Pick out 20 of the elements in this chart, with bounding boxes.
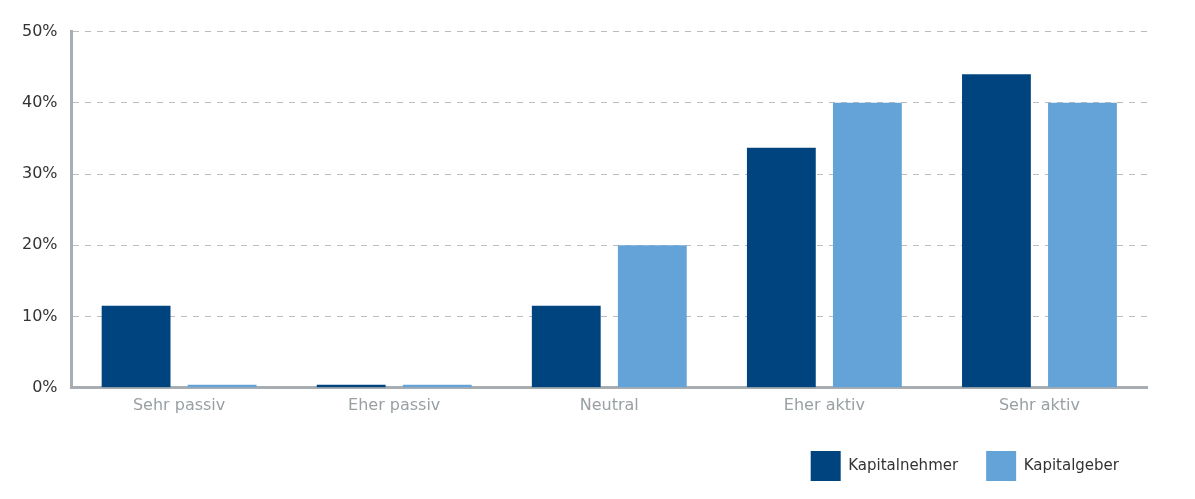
x-tick-label: Eher aktiv — [783, 394, 865, 414]
bar — [832, 102, 902, 388]
x-tick-label: Sehr aktiv — [998, 394, 1080, 414]
bar — [531, 305, 601, 388]
legend-label: Kapitalnehmer — [848, 455, 959, 474]
y-tick-label: 0% — [32, 376, 58, 396]
bar — [746, 147, 816, 388]
y-tick-label: 40% — [22, 92, 58, 111]
bar — [101, 305, 171, 388]
y-tick-label: 30% — [22, 163, 58, 183]
bar — [617, 245, 687, 388]
x-tick-label: Neutral — [579, 394, 639, 414]
bar — [1048, 102, 1117, 388]
y-tick-label: 10% — [22, 305, 58, 325]
x-tick-label: Eher passiv — [348, 394, 441, 414]
legend-label: Kapitalgeber — [1023, 455, 1120, 474]
y-tick-label: 50% — [22, 20, 58, 40]
x-tick-label: Sehr passiv — [132, 394, 226, 414]
y-tick-label: 20% — [22, 234, 58, 254]
bar — [962, 74, 1031, 388]
